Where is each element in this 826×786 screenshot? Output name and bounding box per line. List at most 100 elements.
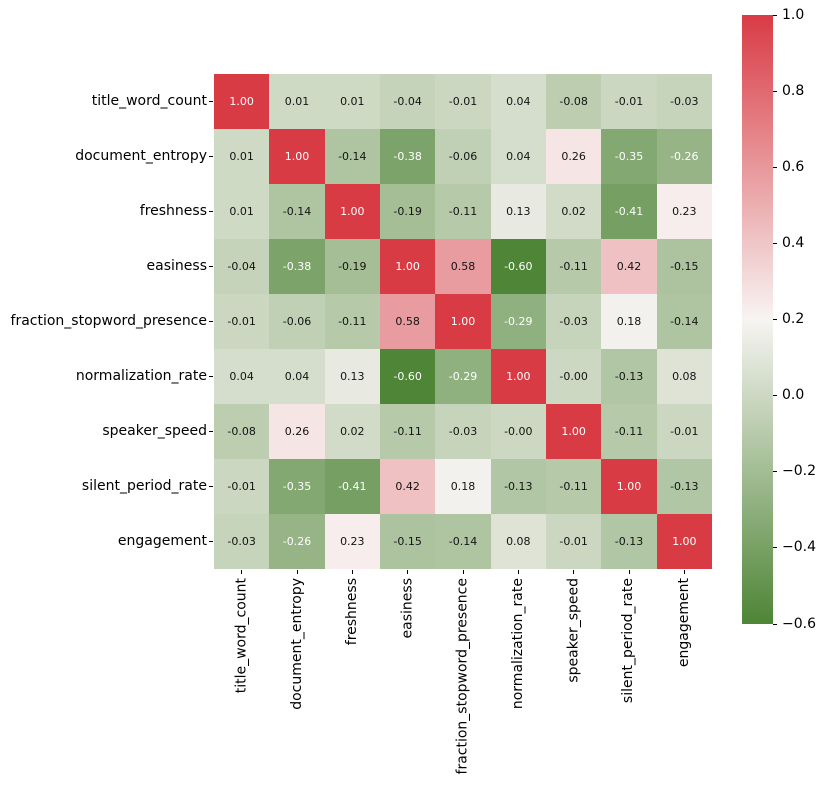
heatmap-cell: -0.06	[435, 129, 491, 184]
x-tick-mark	[573, 570, 575, 574]
heatmap-cell: 0.58	[379, 294, 436, 349]
x-tick-label: engagement	[675, 578, 692, 668]
heatmap-cell: -0.13	[656, 459, 712, 514]
heatmap-cell: 0.01	[324, 74, 380, 129]
colorbar-tick-label: 1.0	[782, 6, 805, 23]
heatmap-cell: 0.01	[214, 184, 270, 239]
y-tick-mark	[209, 156, 213, 157]
heatmap-cell: 0.18	[601, 294, 657, 349]
colorbar	[742, 15, 773, 624]
heatmap-cell: -0.06	[269, 294, 325, 349]
heatmap-cell: -0.14	[269, 184, 325, 239]
heatmap-cell: 0.13	[324, 349, 380, 404]
heatmap-cell: -0.35	[601, 129, 657, 184]
heatmap-cell: -0.01	[656, 404, 712, 459]
y-tick-label: freshness	[139, 203, 207, 219]
heatmap-cell: 0.26	[269, 404, 325, 459]
colorbar-tick-label: −0.4	[782, 539, 816, 556]
colorbar-tick-label: 0.0	[782, 387, 805, 404]
heatmap-cell: 1.00	[656, 514, 712, 569]
heatmap-cell: -0.13	[601, 349, 657, 404]
heatmap-cell: -0.11	[545, 239, 602, 294]
heatmap-cell: -0.26	[656, 129, 712, 184]
heatmap-cell: -0.14	[656, 294, 712, 349]
heatmap-cell: -0.03	[214, 514, 270, 569]
heatmap-cell: -0.04	[214, 239, 270, 294]
x-tick-mark	[407, 570, 409, 574]
heatmap-cell: 0.42	[379, 459, 436, 514]
y-tick-label: easiness	[146, 258, 207, 274]
heatmap-cell: 0.18	[435, 459, 491, 514]
x-tick-label: document_entropy	[288, 578, 305, 710]
heatmap-cell: 0.01	[269, 74, 325, 129]
heatmap-cell: -0.41	[601, 184, 657, 239]
colorbar-gradient	[742, 15, 773, 624]
colorbar-tick-mark	[773, 547, 777, 549]
heatmap-cell: -0.08	[214, 404, 270, 459]
heatmap-cell: -0.11	[379, 404, 436, 459]
colorbar-tick-label: −0.6	[782, 615, 816, 632]
heatmap-cell: 0.26	[545, 129, 602, 184]
heatmap-cell: -0.19	[324, 239, 380, 294]
x-tick-mark	[241, 570, 243, 574]
y-tick-label: speaker_speed	[102, 423, 207, 439]
heatmap-cell: -0.00	[545, 349, 602, 404]
y-tick-mark	[209, 541, 213, 542]
heatmap-cell: -0.01	[435, 74, 491, 129]
heatmap-cell: -0.01	[545, 514, 602, 569]
x-tick-mark	[351, 570, 353, 574]
x-tick-label: speaker_speed	[565, 578, 582, 683]
colorbar-tick-label: −0.2	[782, 463, 816, 480]
y-tick-mark	[209, 321, 213, 322]
y-tick-label: engagement	[117, 533, 207, 549]
colorbar-tick-mark	[773, 395, 777, 397]
y-tick-mark	[209, 211, 213, 212]
colorbar-tick-label: 0.4	[782, 234, 805, 251]
heatmap-cell: -0.08	[545, 74, 602, 129]
heatmap-cell: 0.13	[490, 184, 546, 239]
heatmap-cell: 1.00	[435, 294, 491, 349]
heatmap-cell: 0.02	[545, 184, 602, 239]
colorbar-tick-mark	[773, 471, 777, 473]
heatmap-cell: -0.00	[490, 404, 546, 459]
heatmap-cell: -0.03	[435, 404, 491, 459]
x-tick-mark	[517, 570, 519, 574]
heatmap-cell: 0.23	[324, 514, 380, 569]
heatmap-cell: 0.23	[656, 184, 712, 239]
colorbar-tick-mark	[773, 623, 777, 625]
heatmap-cell: 1.00	[379, 239, 436, 294]
heatmap-cell: -0.03	[656, 74, 712, 129]
heatmap-cell: -0.29	[435, 349, 491, 404]
heatmap-cell: -0.35	[269, 459, 325, 514]
y-tick-label: normalization_rate	[75, 368, 207, 384]
heatmap-cell: -0.15	[379, 514, 436, 569]
heatmap-cell: -0.38	[269, 239, 325, 294]
heatmap-cell: 0.01	[214, 129, 270, 184]
heatmap-cell: -0.03	[545, 294, 602, 349]
colorbar-tick-mark	[773, 166, 777, 168]
colorbar-tick-label: 0.8	[782, 82, 805, 99]
y-tick-mark	[209, 486, 213, 487]
heatmap-cell: -0.11	[324, 294, 380, 349]
heatmap-cell: 0.58	[435, 239, 491, 294]
heatmap-cell: -0.11	[601, 404, 657, 459]
heatmap-cell: -0.11	[545, 459, 602, 514]
heatmap-cell: 1.00	[324, 184, 380, 239]
y-tick-label: document_entropy	[75, 148, 207, 164]
x-tick-label: fraction_stopword_presence	[454, 578, 471, 775]
heatmap-cell: 1.00	[269, 129, 325, 184]
heatmap-cell: 1.00	[214, 74, 270, 129]
heatmap-cell: -0.41	[324, 459, 380, 514]
y-tick-mark	[209, 101, 213, 102]
y-tick-mark	[209, 376, 213, 377]
x-tick-mark	[462, 570, 464, 574]
heatmap-cell: 0.08	[490, 514, 546, 569]
heatmap-cell: -0.11	[435, 184, 491, 239]
heatmap-cell: -0.60	[379, 349, 436, 404]
x-tick-mark	[296, 570, 298, 574]
y-tick-label: silent_period_rate	[81, 478, 207, 494]
heatmap-cell: -0.13	[490, 459, 546, 514]
colorbar-tick-mark	[773, 14, 777, 16]
heatmap-cell: 0.08	[656, 349, 712, 404]
